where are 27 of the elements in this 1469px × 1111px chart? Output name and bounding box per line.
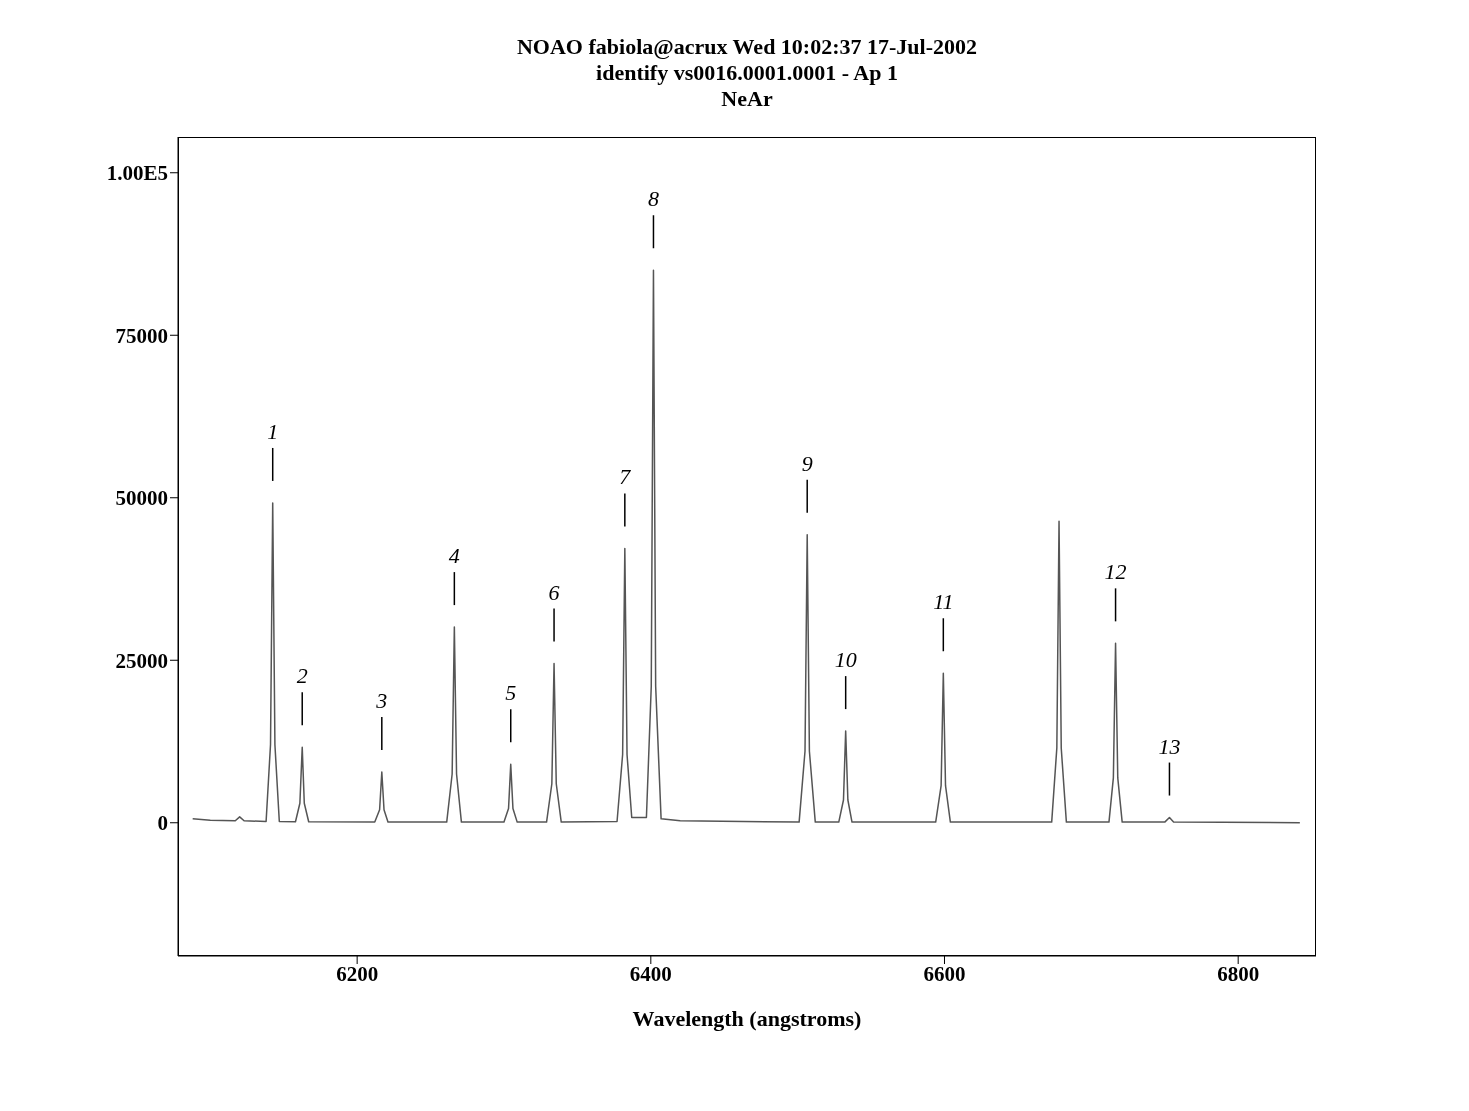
annotation: 10 — [834, 647, 857, 673]
annotation: 13 — [1158, 733, 1181, 759]
x-tick-label: 6800 — [1217, 961, 1260, 986]
y-tick-label: 25000 — [115, 648, 168, 673]
annotation: 6 — [548, 579, 560, 605]
y-tick-label: 1.00E5 — [106, 161, 168, 186]
annotation: 12 — [1104, 559, 1127, 585]
annotation: 4 — [448, 543, 460, 569]
annotation: 8 — [647, 186, 659, 212]
line-series — [191, 269, 1301, 824]
y-tick-label: 75000 — [115, 323, 168, 348]
x-tick-label: 6200 — [336, 961, 379, 986]
annotation: 2 — [296, 663, 308, 689]
annotation: 9 — [801, 450, 813, 476]
chart-title: NOAO fabiola@acrux Wed 10:02:37 17-Jul-2002 — [515, 34, 979, 60]
annotation: 7 — [619, 464, 632, 490]
x-axis-title: Wavelength (angstroms) — [632, 1006, 862, 1031]
text: NeAr — [720, 86, 774, 112]
x-tick-label: 6400 — [629, 961, 672, 986]
annotation: 11 — [933, 589, 954, 615]
annotation: 1 — [267, 418, 279, 444]
annotation: 3 — [375, 688, 388, 714]
chart-subtitle: identify vs0016.0001.0001 - Ap 1 — [595, 60, 899, 86]
y-tick-label: 0 — [157, 811, 168, 836]
x-tick-label: 6600 — [923, 961, 966, 986]
annotation: 5 — [505, 680, 517, 706]
y-tick-label: 50000 — [115, 486, 168, 511]
